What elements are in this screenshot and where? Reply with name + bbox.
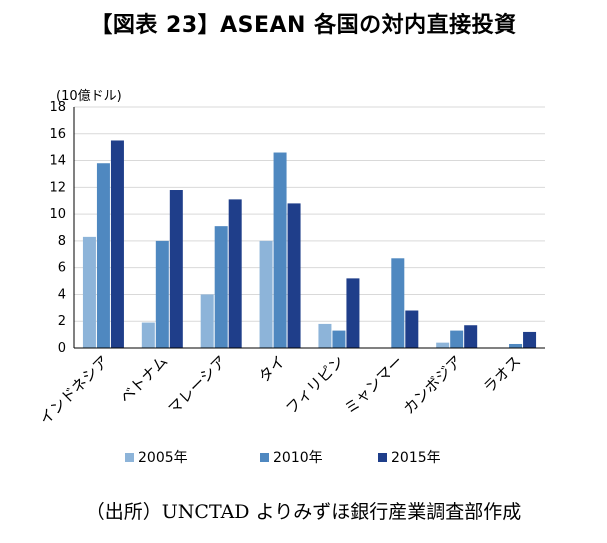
bar	[259, 240, 273, 348]
category-label: マレーシア	[164, 352, 230, 418]
y-tick-label: 18	[49, 100, 66, 115]
bar	[82, 236, 96, 348]
category-label: フィリピン	[282, 352, 348, 418]
category-label: インドネシア	[36, 352, 112, 428]
axes	[73, 107, 545, 349]
bar	[346, 278, 360, 348]
bar	[391, 258, 405, 348]
bar	[436, 342, 450, 348]
bar	[110, 140, 124, 348]
y-tick-labels: 0 2 4 6 8 10 12 14 16 18	[49, 100, 66, 356]
y-tick-label: 4	[58, 287, 66, 302]
bar	[169, 190, 183, 348]
chart-title: 【図表 23】ASEAN 各国の対内直接投資	[90, 13, 517, 38]
bar	[228, 199, 242, 348]
bar	[200, 294, 214, 348]
category-label: カンボジア	[400, 352, 466, 418]
y-tick-label: 8	[58, 234, 66, 249]
category-label: ミャンマー	[341, 352, 407, 418]
bar	[287, 203, 301, 348]
bar	[464, 325, 478, 348]
legend-label: 2015年	[391, 450, 441, 466]
legend-swatch	[378, 453, 387, 462]
category-label: ベトナム	[116, 352, 171, 407]
bar	[332, 330, 346, 348]
y-tick-label: 10	[49, 207, 66, 222]
y-tick-label: 14	[49, 154, 66, 169]
bar	[523, 331, 537, 348]
source-note: （出所）UNCTAD よりみずほ銀行産業調査部作成	[85, 501, 522, 523]
bar	[155, 240, 169, 348]
bar	[96, 163, 110, 348]
legend-label: 2005年	[138, 450, 188, 466]
category-label: ラオス	[480, 352, 525, 397]
legend: 2005年 2010年 2015年	[125, 450, 441, 466]
bar	[273, 152, 287, 348]
bar	[214, 226, 228, 348]
bar	[509, 343, 523, 348]
gridlines	[74, 106, 545, 322]
bar	[318, 323, 332, 348]
category-label: タイ	[255, 352, 289, 386]
y-tick-label: 0	[58, 341, 66, 356]
y-axis-unit-label: (10億ドル)	[56, 88, 122, 104]
legend-label: 2010年	[273, 450, 323, 466]
y-tick-label: 2	[58, 314, 66, 329]
bars	[82, 140, 537, 348]
legend-swatch	[260, 453, 269, 462]
y-tick-label: 6	[58, 261, 66, 276]
legend-swatch	[125, 453, 134, 462]
bar	[141, 322, 155, 348]
bar	[450, 330, 464, 348]
y-tick-label: 16	[49, 127, 66, 142]
y-tick-label: 12	[49, 180, 66, 195]
bar	[405, 310, 419, 348]
